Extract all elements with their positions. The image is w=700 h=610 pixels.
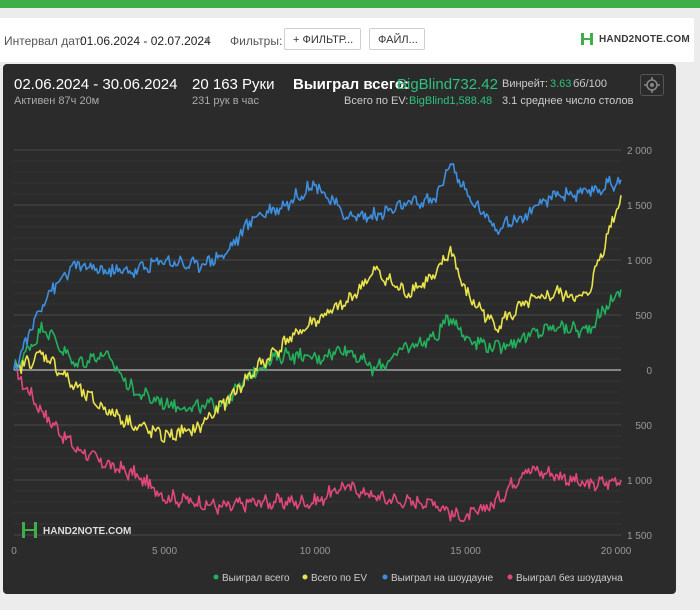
x-tick-label: 10 000 <box>300 546 331 557</box>
hands-count: 20 163 Руки <box>192 76 275 93</box>
watermark: HAND2NOTE.COM <box>22 522 131 538</box>
y-tick-label: 1 500 <box>627 201 652 212</box>
legend-marker <box>302 574 308 580</box>
date-range: 02.06.2024 - 30.06.2024 <box>14 76 178 93</box>
settings-button[interactable] <box>640 74 664 96</box>
legend-marker <box>213 574 219 580</box>
watermark-text: HAND2NOTE.COM <box>43 526 131 537</box>
series-line-nonshowdown <box>13 364 622 523</box>
toolbar: Интервал дат: 01.06.2024 - 02.07.2024 ▼ … <box>0 18 694 62</box>
legend-marker <box>507 574 513 580</box>
x-axis-ticks: 0 5 000 10 000 15 000 20 000 <box>11 546 632 557</box>
logo-icon <box>581 33 593 45</box>
y-tick-label: 1 000 <box>627 256 652 267</box>
legend: Выиграл всего Всего по EV Выиграл на шоуда… <box>213 572 623 584</box>
hands-per-hour: 231 рук в час <box>192 95 260 107</box>
brand-logo: HAND2NOTE.COM <box>580 32 690 46</box>
legend-label[interactable]: Выиграл всего <box>222 573 290 584</box>
gear-icon <box>644 77 660 93</box>
x-tick-label: 15 000 <box>450 546 481 557</box>
filters-label: Фильтры: <box>230 34 283 48</box>
y-tick-label: 1 500 <box>627 531 652 542</box>
y-tick-label: 500 <box>635 311 652 322</box>
legend-marker <box>382 574 388 580</box>
y-axis-ticks: 2 000 1 500 1 000 500 0 500 1 000 1 500 <box>627 146 652 542</box>
interval-label: Интервал дат: <box>4 34 84 48</box>
interval-select[interactable]: 01.06.2024 - 02.07.2024 <box>80 34 211 48</box>
legend-label[interactable]: Выиграл на шоудауне <box>391 573 494 584</box>
x-tick-label: 5 000 <box>152 546 177 557</box>
page-bottom <box>0 596 700 610</box>
y-tick-label: 1 000 <box>627 476 652 487</box>
y-tick-label: 500 <box>635 421 652 432</box>
series-line-ev <box>13 195 622 443</box>
legend-label[interactable]: Всего по EV <box>311 573 367 584</box>
ev-total-label: Всего по EV: <box>344 95 409 107</box>
chevron-down-icon[interactable]: ▼ <box>203 35 212 45</box>
add-filter-button[interactable]: + ФИЛЬТР... <box>284 28 361 50</box>
winrate-value: 3.63 <box>550 78 572 90</box>
won-total-label: Выиграл всего: <box>293 76 410 93</box>
series-lines <box>13 162 622 523</box>
series-line-won <box>13 289 622 414</box>
avg-tables: 3.1 среднее число столов <box>502 95 634 107</box>
winrate-label: Винрейт: <box>502 78 549 90</box>
won-total-value: BigBlind732.42 <box>397 76 498 93</box>
top-accent-strip <box>0 0 700 8</box>
x-tick-label: 0 <box>11 546 17 557</box>
logo-text: HAND2NOTE.COM <box>599 33 690 45</box>
active-time: Активен 87ч 20м <box>14 95 100 107</box>
winrate-unit: бб/100 <box>573 78 608 90</box>
legend-label[interactable]: Выиграл без шоудауна <box>516 572 623 584</box>
x-tick-label: 20 000 <box>601 546 632 557</box>
ev-total-value: BigBlind1,588.48 <box>409 95 493 107</box>
series-line-showdown <box>13 162 622 371</box>
y-tick-label: 0 <box>646 366 652 377</box>
files-button[interactable]: ФАЙЛ... <box>369 28 425 50</box>
y-tick-label: 2 000 <box>627 146 652 157</box>
